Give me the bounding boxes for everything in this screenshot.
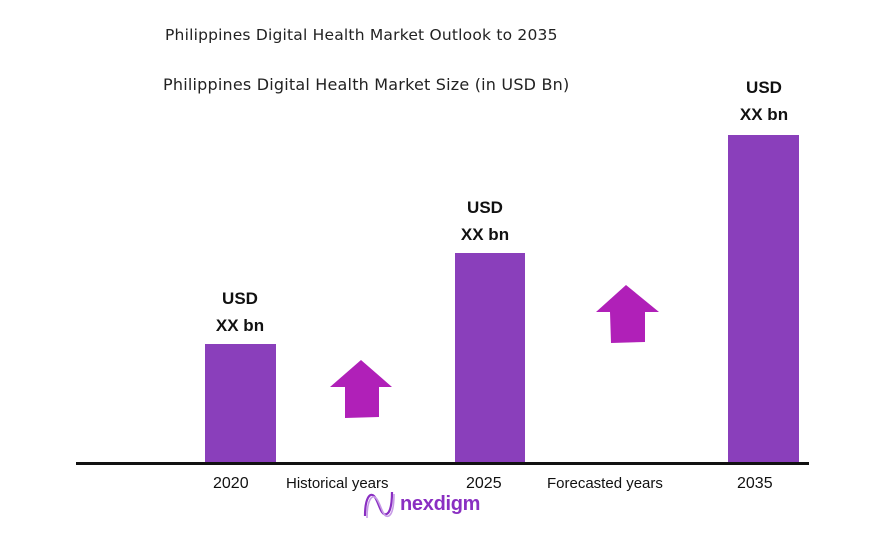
bar-2020 xyxy=(205,344,276,463)
chart-subtitle: Philippines Digital Health Market Size (… xyxy=(163,75,570,94)
x-label-2035: 2035 xyxy=(737,475,773,492)
growth-arrow-up-icon xyxy=(596,285,659,343)
value-label-amount: XX bn xyxy=(460,225,510,244)
value-label-currency: USD xyxy=(467,198,503,217)
chart-title: Philippines Digital Health Market Outloo… xyxy=(165,26,558,44)
logo-text: nexdigm xyxy=(400,492,481,515)
value-label-amount: XX bn xyxy=(215,316,265,335)
x-label-2020: 2020 xyxy=(213,475,249,492)
value-label-2035: USD XX bn xyxy=(714,74,814,128)
value-label-currency: USD xyxy=(746,78,782,97)
nexdigm-logo: nexdigm xyxy=(362,488,480,520)
value-label-currency: USD xyxy=(222,289,258,308)
value-label-amount: XX bn xyxy=(739,105,789,124)
period-label-historical: Historical years xyxy=(286,475,389,492)
value-label-2025: USD XX bn xyxy=(435,194,535,248)
nexdigm-wave-icon xyxy=(363,491,395,519)
bar-2025 xyxy=(455,253,525,463)
x-label-2025: 2025 xyxy=(466,475,502,492)
bar-2035 xyxy=(728,135,799,463)
growth-arrow-up-icon xyxy=(330,360,392,418)
value-label-2020: USD XX bn xyxy=(190,285,290,339)
period-label-forecast: Forecasted years xyxy=(547,475,663,492)
x-axis-line xyxy=(76,462,809,465)
